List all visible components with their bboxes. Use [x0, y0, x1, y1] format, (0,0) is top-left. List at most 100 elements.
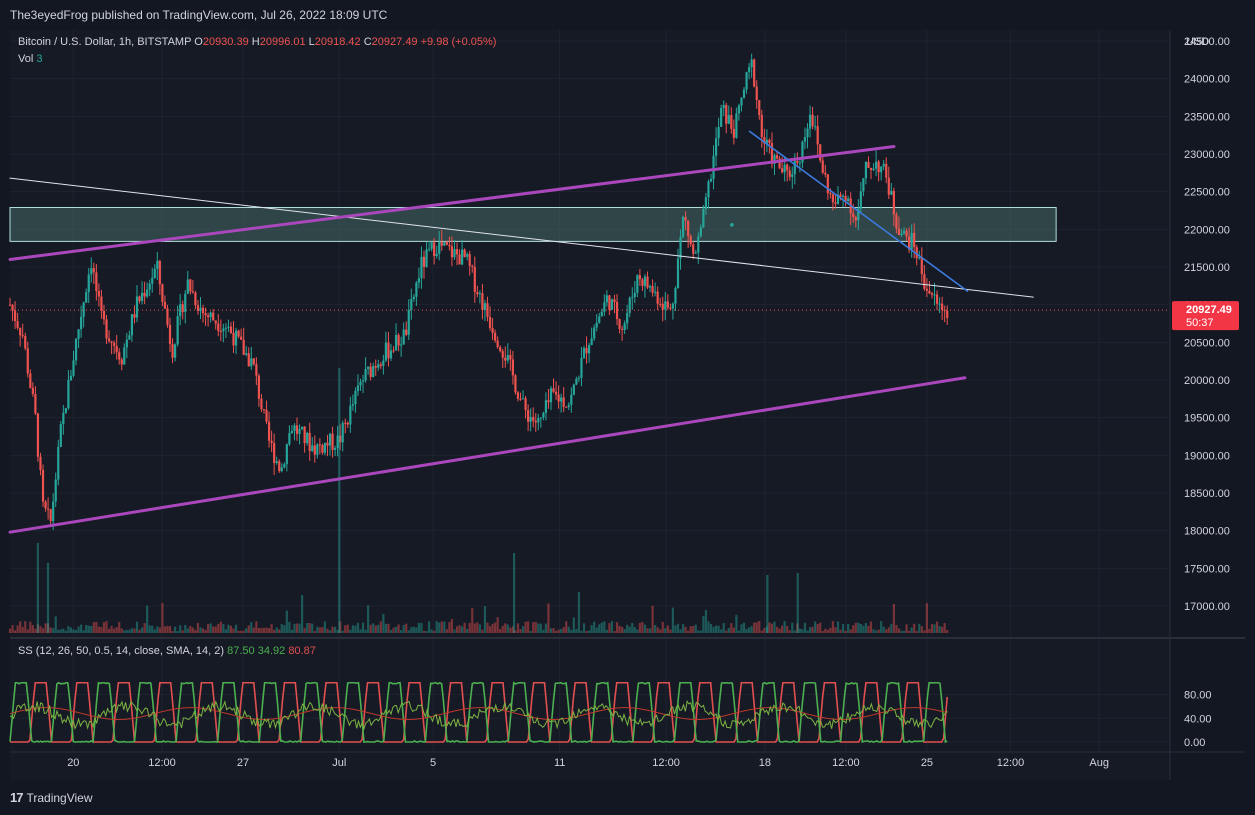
candle-body	[560, 397, 563, 402]
candle-body	[621, 328, 624, 331]
volume-bar	[184, 625, 187, 633]
candle-body	[217, 323, 220, 332]
candle-body	[661, 303, 664, 310]
candle-body	[902, 230, 906, 234]
candle-body	[613, 299, 616, 303]
candle-body	[763, 137, 766, 144]
candle-body	[438, 241, 441, 254]
volume-bar	[910, 627, 913, 633]
channel-upper-line[interactable]	[8, 144, 896, 261]
blue-trendline[interactable]	[748, 130, 969, 292]
volume-bar	[219, 621, 222, 633]
volume-bar	[595, 627, 598, 633]
candle-body	[740, 97, 743, 106]
candle-body	[427, 248, 431, 250]
volume-bar	[189, 626, 192, 633]
legend-open: 20930.39	[203, 36, 252, 48]
candle-body	[453, 249, 456, 258]
candle-body	[80, 316, 83, 330]
candle-body	[852, 213, 855, 218]
volume-bar	[377, 624, 380, 633]
candle-body	[346, 422, 349, 425]
legend[interactable]: Bitcoin / U.S. Dollar, 1h, BITSTAMP O209…	[18, 36, 496, 657]
volume-bar	[608, 623, 611, 633]
volume-bar	[471, 608, 474, 633]
volume-bar	[572, 617, 575, 633]
candle-body	[445, 241, 448, 246]
candle-body	[389, 350, 393, 359]
volume-bar	[247, 625, 250, 633]
candle-body	[115, 345, 118, 353]
candle-body	[288, 433, 291, 445]
volume-bar	[133, 628, 136, 633]
indicator-name: SS (12, 26, 50, 0.5, 14, close, SMA, 14,…	[18, 645, 227, 657]
candle-body	[245, 353, 248, 355]
volume-bar	[130, 628, 134, 633]
volume-bar	[430, 629, 433, 633]
candle-body	[742, 89, 746, 98]
candle-body	[364, 369, 367, 381]
volume-bar	[273, 629, 276, 633]
candle-body	[420, 256, 423, 279]
white-trendline[interactable]	[9, 177, 1034, 298]
volume-spike	[766, 575, 769, 633]
chart-area[interactable]: USD 24500.00 24000.00 23500.00 23000.00 22500…	[0, 30, 1245, 780]
volume-bar	[191, 627, 194, 633]
volume-bar	[257, 628, 261, 633]
channel-lower-line[interactable]	[8, 376, 967, 534]
tradingview-logo[interactable]: 17 TradingView	[10, 790, 93, 805]
osc-red-line	[10, 681, 949, 743]
volume-bar	[34, 628, 37, 633]
candle-body	[532, 416, 535, 421]
candle-body	[595, 322, 598, 328]
volume-bar	[552, 627, 555, 633]
candle-body	[273, 443, 276, 463]
volume-bar	[501, 625, 504, 633]
candle-body	[918, 257, 921, 259]
volume-bar	[440, 621, 443, 633]
volume-bar	[171, 630, 174, 633]
oscillator-pane[interactable]: 80.00 40.00 0.00	[9, 681, 1212, 749]
volume-bar	[702, 615, 705, 633]
volume-bar	[438, 622, 441, 633]
volume-bar	[125, 629, 128, 633]
candle-body	[290, 430, 294, 434]
volume-bar	[481, 629, 484, 633]
volume-bar	[425, 630, 428, 633]
volume-bar	[557, 629, 560, 633]
candle-body	[913, 232, 916, 248]
candle-body	[808, 114, 812, 129]
candle-body	[575, 378, 578, 385]
candle-body	[519, 398, 522, 400]
legend-close-label: C	[364, 36, 372, 48]
candle-body	[775, 155, 779, 159]
volume-bar	[389, 629, 393, 633]
volume-bar	[280, 624, 283, 633]
candle-body	[641, 279, 644, 286]
volume-bar	[610, 621, 614, 633]
tradingview-logo-icon: 17	[10, 790, 24, 805]
volume-bar	[199, 627, 202, 633]
osc-signal-line	[9, 707, 948, 720]
candle-body	[67, 380, 70, 409]
volume-bar	[915, 630, 918, 633]
volume-bar	[285, 610, 288, 633]
volume-bar	[943, 623, 946, 633]
volume-bar	[326, 628, 329, 633]
volume-bar	[59, 629, 62, 633]
candle-body	[262, 409, 266, 411]
volume-bar	[140, 627, 144, 633]
candle-body	[524, 398, 527, 411]
candle-body	[768, 139, 771, 144]
volume-bar	[641, 621, 644, 633]
volume-bar	[905, 624, 908, 633]
time-axis[interactable]: 20 12:00 27 Jul 5 11 12:00 18 12:00 25 12:00 Aug	[67, 757, 1109, 769]
volume-bar	[260, 627, 263, 633]
candle-body	[384, 342, 387, 361]
volume-bar	[704, 609, 708, 633]
volume-bar	[831, 621, 835, 633]
volume-bar	[120, 628, 123, 633]
candle-body	[605, 295, 608, 303]
